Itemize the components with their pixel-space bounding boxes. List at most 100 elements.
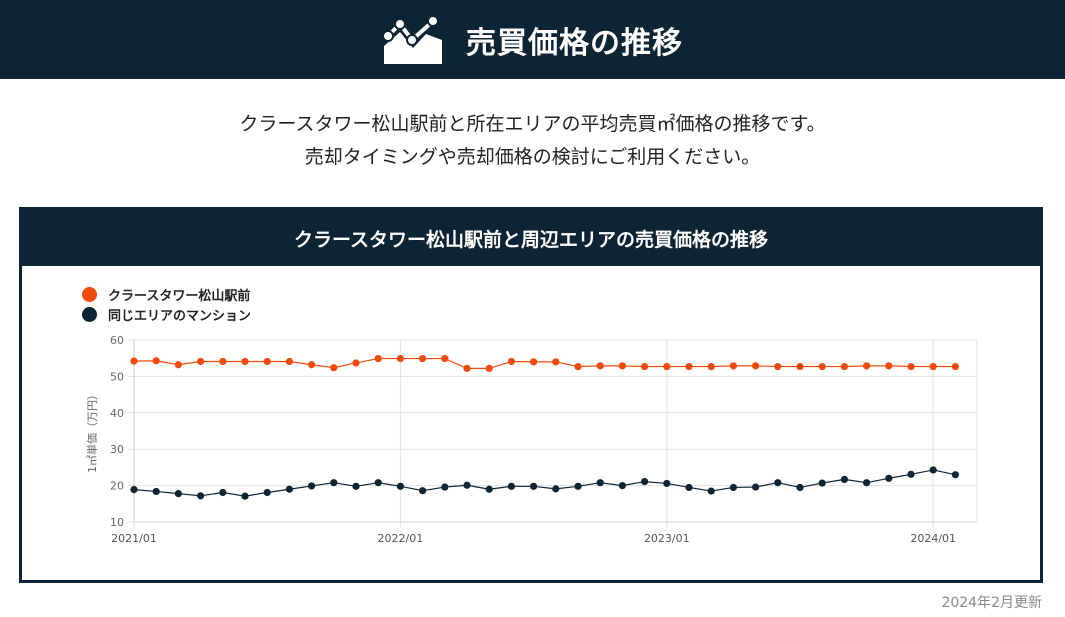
data-point-s1-15 xyxy=(463,481,471,489)
legend-item-property[interactable]: クラースタワー松山駅前 xyxy=(82,284,251,304)
data-point-s0-35 xyxy=(907,362,915,371)
data-point-s1-1 xyxy=(152,487,160,496)
data-point-s1-6 xyxy=(263,488,271,497)
updated-date: 2024年2月更新 xyxy=(941,595,1042,611)
data-point-s1-30 xyxy=(796,483,804,492)
data-point-s0-2 xyxy=(174,361,182,369)
legend-label-property: クラースタワー松山駅前 xyxy=(108,288,251,304)
data-point-s0-6 xyxy=(263,357,271,366)
data-point-s0-5 xyxy=(241,357,249,366)
data-point-s0-0 xyxy=(130,357,138,365)
data-point-s0-21 xyxy=(596,362,604,370)
data-point-s0-33 xyxy=(863,362,871,370)
data-point-s1-7 xyxy=(285,485,293,493)
data-point-s0-30 xyxy=(796,362,804,371)
chart-card-title: クラースタワー松山駅前と周辺エリアの売買価格の推移 xyxy=(22,210,1040,266)
data-point-s1-22 xyxy=(618,482,627,490)
data-point-s0-24 xyxy=(663,362,671,371)
data-point-s1-3 xyxy=(197,492,205,500)
data-point-s1-5 xyxy=(241,492,249,500)
data-point-s1-12 xyxy=(396,482,404,490)
data-point-s1-14 xyxy=(441,483,449,491)
y-axis-label: 1㎡単価（万円） xyxy=(85,389,99,473)
data-point-s1-33 xyxy=(863,479,871,487)
data-point-s0-37 xyxy=(951,362,960,371)
y-tick-label: 60 xyxy=(110,334,124,347)
page-header: 売買価格の推移 xyxy=(0,0,1065,79)
price-line-chart: 10 20 30 40 50 60 2021/01 2022/01 2023/01 2024/01… xyxy=(85,334,978,545)
data-point-s0-13 xyxy=(419,354,427,363)
data-point-s1-27 xyxy=(729,483,738,492)
data-point-s1-0 xyxy=(130,486,138,494)
data-point-s0-12 xyxy=(396,354,404,363)
data-point-s1-20 xyxy=(574,482,582,490)
data-point-s0-17 xyxy=(507,357,515,366)
data-point-s0-23 xyxy=(641,362,649,371)
data-point-s0-4 xyxy=(219,357,227,366)
data-point-s1-2 xyxy=(174,490,182,498)
data-point-s1-8 xyxy=(308,482,316,490)
data-point-s1-25 xyxy=(685,483,693,492)
data-point-s0-14 xyxy=(441,354,449,363)
data-point-s1-10 xyxy=(352,482,360,490)
intro-text: クラースタワー松山駅前と所在エリアの平均売買㎡価格の推移です。 売却タイミングや… xyxy=(0,108,1065,174)
data-point-s0-27 xyxy=(729,362,738,370)
data-point-s0-31 xyxy=(818,362,826,371)
data-point-s1-24 xyxy=(663,479,671,488)
x-tick-label: 2023/01 xyxy=(644,532,690,545)
page-title: 売買価格の推移 xyxy=(466,25,683,61)
data-point-s0-11 xyxy=(374,354,382,363)
data-point-s1-34 xyxy=(885,474,893,482)
data-point-s0-36 xyxy=(929,362,937,371)
data-point-s0-3 xyxy=(197,357,205,366)
data-point-s1-36 xyxy=(929,466,937,474)
data-point-s0-15 xyxy=(463,364,471,372)
chart-card: クラースタワー松山駅前と周辺エリアの売買価格の推移 クラースタワー松山駅前 同じ… xyxy=(19,207,1043,583)
x-tick-label: 2021/01 xyxy=(111,532,157,545)
data-point-s0-1 xyxy=(152,357,160,365)
x-tick-label: 2022/01 xyxy=(378,532,424,545)
data-point-s0-25 xyxy=(685,362,693,371)
data-point-s1-21 xyxy=(596,479,604,487)
data-point-s1-35 xyxy=(907,470,915,478)
legend-dot-orange xyxy=(82,286,97,302)
data-point-s1-32 xyxy=(840,475,849,484)
data-point-s1-26 xyxy=(707,487,715,495)
data-point-s0-16 xyxy=(485,364,493,372)
data-point-s0-7 xyxy=(285,357,293,366)
data-point-s1-13 xyxy=(419,487,427,495)
y-tick-label: 40 xyxy=(110,407,124,420)
data-point-s1-11 xyxy=(374,479,382,487)
data-point-s0-8 xyxy=(308,361,316,369)
data-point-s1-9 xyxy=(330,479,338,487)
data-point-s1-18 xyxy=(530,482,538,490)
legend-dot-navy xyxy=(82,306,97,322)
y-tick-label: 10 xyxy=(110,516,124,529)
data-point-s0-19 xyxy=(552,358,560,366)
chart-legend: クラースタワー松山駅前 同じエリアのマンション xyxy=(82,284,251,324)
intro-line-1: クラースタワー松山駅前と所在エリアの平均売買㎡価格の推移です。 xyxy=(239,113,826,135)
data-point-s1-29 xyxy=(774,479,782,487)
data-point-s1-16 xyxy=(485,485,493,493)
intro-line-2: 売却タイミングや売却価格の検討にご利用ください。 xyxy=(304,146,761,168)
legend-item-area[interactable]: 同じエリアのマンション xyxy=(82,304,251,324)
data-point-s1-31 xyxy=(818,479,826,487)
data-point-s1-23 xyxy=(641,477,649,486)
data-point-s0-22 xyxy=(618,362,627,370)
data-point-s1-17 xyxy=(507,482,515,490)
data-point-s0-20 xyxy=(574,362,582,371)
data-point-s0-29 xyxy=(774,362,782,371)
data-point-s0-10 xyxy=(352,359,360,367)
data-point-s1-19 xyxy=(552,485,560,493)
y-tick-label: 30 xyxy=(110,443,124,456)
data-point-s0-28 xyxy=(752,362,760,370)
data-point-s0-26 xyxy=(707,362,715,371)
chart-trend-icon xyxy=(382,15,442,64)
series-line-0 xyxy=(133,357,956,369)
data-point-s1-4 xyxy=(219,488,227,497)
data-point-s1-37 xyxy=(951,471,960,479)
data-point-s1-28 xyxy=(752,483,760,491)
series-line-1 xyxy=(133,469,956,497)
data-point-s0-18 xyxy=(530,358,538,366)
x-tick-label: 2024/01 xyxy=(910,532,956,545)
